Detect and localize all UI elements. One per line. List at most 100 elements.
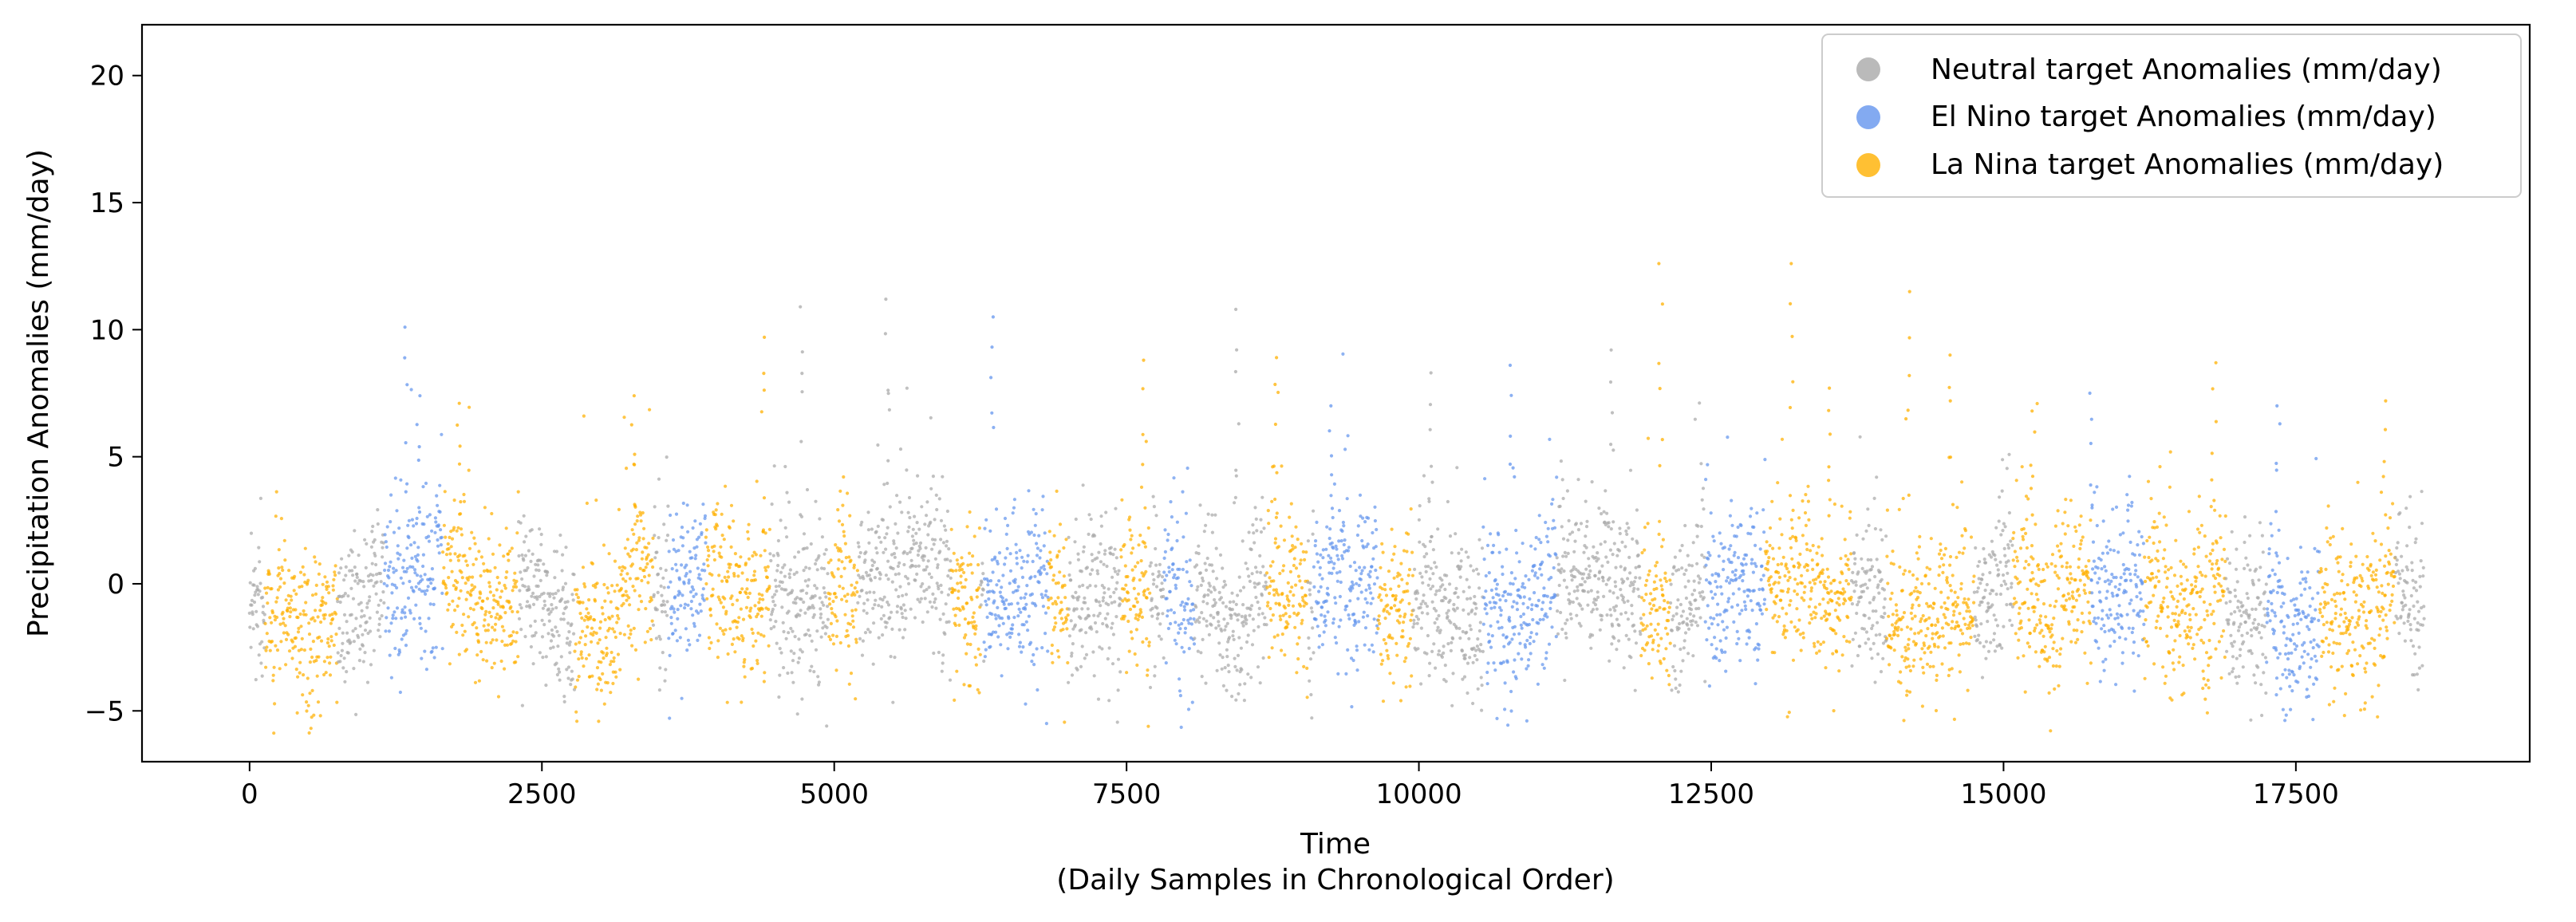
data-point xyxy=(1213,597,1217,602)
data-point xyxy=(812,613,816,617)
data-point xyxy=(1584,546,1588,550)
data-point xyxy=(1871,624,1875,628)
data-point xyxy=(1596,577,1601,581)
data-point xyxy=(407,518,411,522)
data-point xyxy=(1049,596,1053,601)
data-point xyxy=(1035,647,1039,651)
data-point xyxy=(527,585,531,589)
data-point xyxy=(1771,616,1775,620)
data-point xyxy=(1606,560,1610,565)
data-point xyxy=(1222,617,1226,621)
data-point xyxy=(1099,604,1103,608)
data-point xyxy=(349,640,353,644)
data-point xyxy=(1092,674,1096,678)
data-point xyxy=(997,624,1001,628)
data-point xyxy=(1650,676,1654,680)
data-point xyxy=(1974,625,1979,628)
data-point xyxy=(333,570,337,574)
data-point xyxy=(1544,612,1548,616)
data-point xyxy=(538,527,542,531)
data-point xyxy=(1542,586,1546,590)
data-point xyxy=(1389,587,1393,591)
data-point xyxy=(630,644,634,648)
data-point xyxy=(320,603,324,607)
data-point xyxy=(1475,644,1479,648)
data-point xyxy=(976,563,980,567)
data-point xyxy=(1592,545,1596,549)
data-point xyxy=(1476,637,1480,641)
data-point xyxy=(1170,546,1174,550)
data-point xyxy=(564,546,568,550)
data-point xyxy=(1087,614,1091,618)
data-point xyxy=(546,632,550,636)
data-point xyxy=(399,478,403,482)
data-point xyxy=(836,508,840,512)
data-point xyxy=(464,648,469,652)
data-point xyxy=(318,635,322,640)
data-point xyxy=(1941,570,1945,575)
data-point xyxy=(766,565,770,569)
data-point xyxy=(752,573,756,577)
data-point xyxy=(280,565,284,569)
data-point xyxy=(1043,611,1048,615)
data-point xyxy=(1919,629,1923,633)
data-point xyxy=(1679,614,1683,618)
data-point xyxy=(1043,531,1047,535)
data-point xyxy=(1853,631,1857,635)
data-point xyxy=(1373,518,1377,523)
data-point xyxy=(272,665,276,669)
data-point xyxy=(1533,591,1537,595)
data-point xyxy=(1878,632,1882,636)
data-point xyxy=(1877,591,1881,595)
data-point xyxy=(1564,554,1568,558)
data-point xyxy=(1572,550,1576,554)
data-point xyxy=(1544,656,1548,660)
data-point xyxy=(294,668,298,672)
data-point xyxy=(647,542,651,546)
data-point xyxy=(415,573,420,577)
data-point xyxy=(1330,571,1334,576)
data-point xyxy=(1659,578,1663,582)
data-point xyxy=(965,642,969,646)
data-point xyxy=(1300,621,1304,625)
data-point xyxy=(1326,586,1330,590)
data-point xyxy=(1318,565,1322,569)
data-point xyxy=(1305,695,1309,699)
data-point xyxy=(1960,480,1964,484)
data-point xyxy=(683,602,688,606)
data-point xyxy=(443,490,447,494)
data-point xyxy=(1628,571,1632,575)
data-point xyxy=(1072,607,1076,611)
data-point xyxy=(1378,593,1382,597)
data-point xyxy=(1262,526,1266,530)
data-point xyxy=(1564,621,1568,625)
data-point xyxy=(726,652,730,656)
data-point xyxy=(1657,532,1661,537)
data-point xyxy=(1697,606,1701,611)
data-point xyxy=(984,648,988,652)
data-point xyxy=(782,629,786,634)
data-point xyxy=(823,591,827,595)
data-point xyxy=(1170,568,1174,572)
data-point xyxy=(1424,565,1428,569)
data-point xyxy=(462,492,466,497)
data-point xyxy=(645,629,650,633)
data-point xyxy=(1901,615,1905,620)
data-point xyxy=(914,541,918,546)
data-point xyxy=(932,651,936,656)
data-point xyxy=(629,628,633,632)
data-point xyxy=(1783,636,1787,640)
data-point xyxy=(1245,618,1249,622)
data-point xyxy=(1280,648,1284,652)
data-point xyxy=(834,668,838,672)
data-point xyxy=(1919,581,1924,586)
data-point xyxy=(1992,613,1996,617)
data-point xyxy=(804,565,808,569)
data-point xyxy=(445,591,449,595)
data-point xyxy=(1867,523,1871,528)
data-point xyxy=(554,661,558,665)
data-point xyxy=(463,629,467,633)
data-point xyxy=(1660,545,1664,549)
data-point xyxy=(1320,605,1324,609)
data-point xyxy=(1990,603,1994,607)
